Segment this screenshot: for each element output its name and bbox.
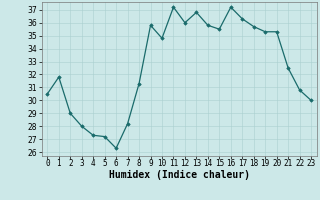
X-axis label: Humidex (Indice chaleur): Humidex (Indice chaleur) bbox=[109, 170, 250, 180]
